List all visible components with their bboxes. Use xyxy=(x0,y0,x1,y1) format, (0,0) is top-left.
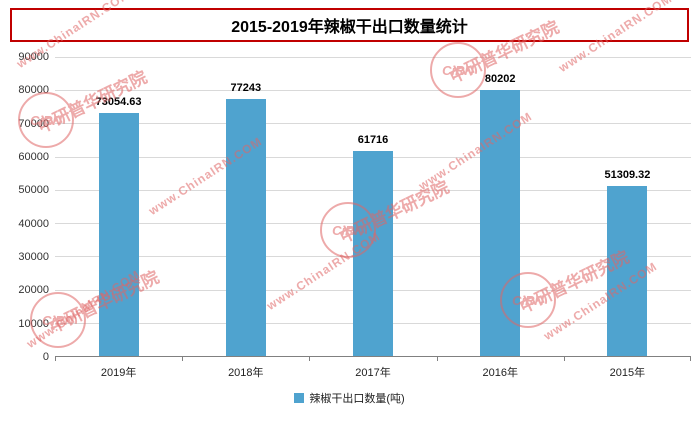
bar-slot: 51309.32 xyxy=(564,57,691,356)
y-axis-tick-label: 10000 xyxy=(18,317,49,330)
bar-value-label: 73054.63 xyxy=(95,96,142,109)
x-axis-category-label: 2017年 xyxy=(355,367,391,379)
bar-slots: 73054.63 77243 61716 80202 51309.32 xyxy=(55,57,691,356)
x-axis: 2019年 2018年 2017年 2016年 2015年 xyxy=(55,364,691,380)
bar-2017年 xyxy=(353,150,393,356)
x-axis-category-label: 2019年 xyxy=(100,367,137,379)
gridline xyxy=(55,57,691,58)
plot-wrap: 73054.63 77243 61716 80202 51309.32 0 10000 20… xyxy=(18,51,691,363)
y-axis-tick-label: 80000 xyxy=(18,84,49,97)
bar-value-label: 80202 xyxy=(484,72,516,85)
bar-value-label: 77243 xyxy=(230,82,262,95)
y-axis-tick-label: 60000 xyxy=(18,150,49,163)
bar-slot: 80202 xyxy=(437,57,564,356)
x-axis-tick xyxy=(690,357,691,361)
x-axis-category-label: 2015年 xyxy=(609,367,646,379)
x-axis-category-label: 2018年 xyxy=(228,367,264,379)
x-axis-tick xyxy=(182,357,184,361)
y-axis-tick-label: 20000 xyxy=(18,284,49,297)
y-axis-tick-label: 90000 xyxy=(18,51,49,63)
bar-slot: 73054.63 xyxy=(55,57,182,356)
legend: 辣椒干出口数量(吨) xyxy=(0,390,699,406)
bar-value-label: 51309.32 xyxy=(604,168,651,181)
y-axis-tick-label: 30000 xyxy=(18,250,49,263)
chart-title: 2015-2019年辣椒干出口数量统计 xyxy=(231,19,468,36)
x-axis-tick xyxy=(436,357,438,361)
bar-slot: 61716 xyxy=(309,57,436,356)
gridline xyxy=(55,90,691,92)
y-axis-tick-label: 70000 xyxy=(18,117,49,130)
bar-value-label: 61716 xyxy=(357,133,389,146)
legend-label: 辣椒干出口数量(吨) xyxy=(309,393,405,405)
chart-title-box: 2015-2019年辣椒干出口数量统计 xyxy=(10,8,689,42)
gridline xyxy=(55,123,691,125)
plot-area: 73054.63 77243 61716 80202 51309.32 xyxy=(55,57,691,357)
x-axis-tick xyxy=(55,357,56,361)
bar-slot: 77243 xyxy=(182,57,309,356)
bar-2016年 xyxy=(480,89,521,356)
legend-swatch xyxy=(294,393,305,403)
bar-2018年 xyxy=(225,99,266,356)
y-axis-tick-label: 50000 xyxy=(18,184,49,197)
y-axis-tick-label: 40000 xyxy=(18,217,49,230)
bar-2019年 xyxy=(98,113,139,356)
bar-2015年 xyxy=(607,185,648,356)
y-axis-tick-label: 0 xyxy=(42,351,49,363)
x-axis-tick xyxy=(563,357,565,361)
x-axis-tick xyxy=(309,357,311,361)
x-axis-category-label: 2016年 xyxy=(482,367,518,379)
